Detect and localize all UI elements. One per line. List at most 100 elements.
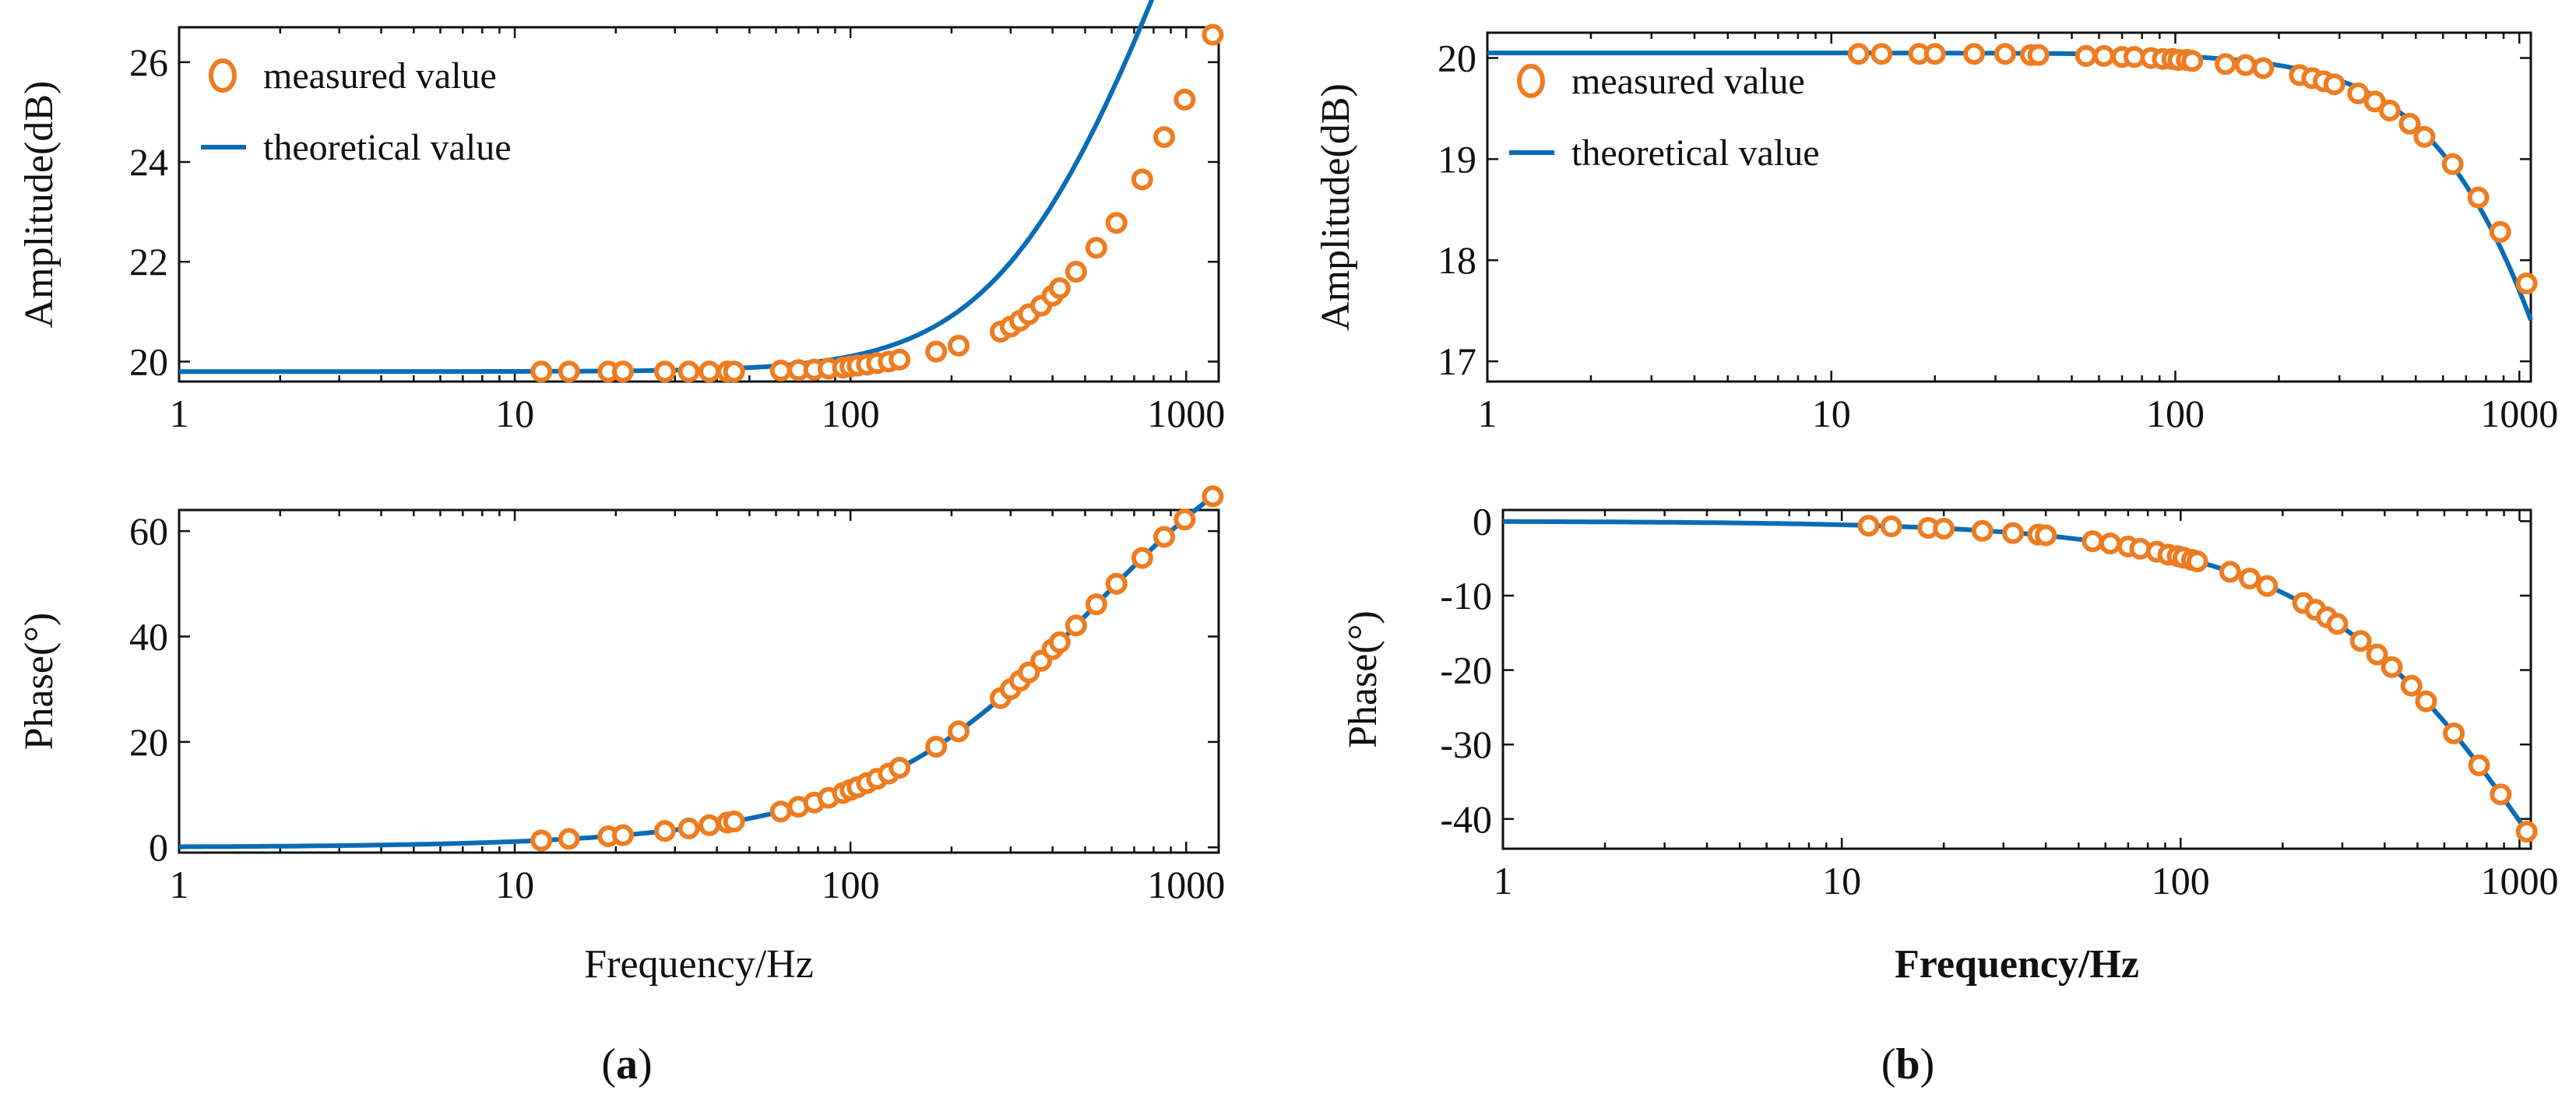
measured-point [653, 820, 676, 842]
measured-point [1065, 614, 1087, 637]
y-axis-label: Amplitude(dB) [17, 81, 62, 329]
y-tick-label: 18 [1438, 238, 1476, 282]
y-tick-label: -20 [1440, 649, 1492, 692]
y-tick-label: -10 [1440, 574, 1492, 617]
measured-point [699, 361, 721, 383]
y-tick-label: 20 [1438, 36, 1476, 79]
measured-point [1202, 23, 1224, 46]
x-tick-label: 100 [822, 392, 880, 435]
x-tick-label: 10 [1812, 392, 1851, 435]
y-tick-label: 40 [129, 614, 168, 658]
x-axis-label: Frequency/Hz [584, 942, 814, 987]
y-axis-label: Phase(°) [1341, 610, 1385, 748]
measured-point [2413, 125, 2436, 148]
measured-point [2349, 630, 2372, 653]
measured-point [723, 361, 745, 383]
measured-point [2467, 186, 2490, 209]
measured-point [2323, 73, 2345, 96]
plot-frame [178, 508, 1220, 854]
measured-point [530, 829, 553, 852]
measured-point [558, 361, 580, 383]
measured-point [2490, 783, 2512, 806]
legend-measured-label: measured value [263, 55, 497, 97]
panel-a-phase-chart: 1 10 100 1000 0 20 40 60 Phase(°) Frequency/Hz [17, 485, 1225, 987]
x-axis-label: Frequency/Hz [1895, 942, 2139, 987]
y-tick-label: 17 [1438, 339, 1476, 383]
measured-point [2001, 522, 2024, 544]
measured-point [2239, 567, 2261, 589]
measured-point [2099, 533, 2121, 555]
y-tick-label: -30 [1440, 723, 1492, 766]
measured-point [2252, 57, 2275, 79]
measured-point [2027, 44, 2050, 66]
measured-point [2443, 722, 2465, 744]
measured-point [1963, 43, 1986, 65]
measured-point [2363, 90, 2386, 113]
measured-point [2181, 50, 2204, 72]
measured-point [2398, 112, 2421, 135]
measured-point [2441, 153, 2464, 175]
measured-point [2082, 530, 2104, 553]
measured-point [530, 361, 553, 383]
panel-b-phase-chart: 1 10 100 1000 0 -10 -20 -30 -40 Phase(°) Frequency… [1341, 499, 2559, 987]
measured-point [653, 361, 676, 383]
legend-measured-marker [209, 58, 237, 93]
x-tick-label: 10 [1822, 859, 1861, 902]
measured-point [2515, 821, 2538, 843]
x-tick-label: 1000 [1147, 863, 1225, 906]
measured-point [1048, 631, 1071, 653]
measured-point [925, 340, 948, 363]
theoretical-curve [179, 490, 1220, 850]
y-tick-label: 20 [129, 339, 168, 383]
measured-point [2234, 54, 2257, 76]
measured-point [1870, 43, 1893, 65]
measured-point [948, 720, 970, 743]
measured-point [611, 361, 634, 383]
measured-point [889, 348, 911, 371]
x-tick-label: 1 [170, 392, 189, 435]
legend-theory-label: theoretical value [263, 127, 512, 168]
measured-point [2415, 690, 2437, 712]
measured-point [2186, 550, 2208, 572]
measured-point [2215, 53, 2237, 76]
plot-frame [1486, 31, 2532, 383]
measured-point [2378, 99, 2401, 121]
y-tick-label: 19 [1438, 137, 1476, 181]
y-tick-label: -40 [1440, 797, 1492, 841]
panel-b-amplitude-chart: 1 10 100 1000 17 18 19 20 Amplitude(dB) measured … [1314, 31, 2558, 435]
measured-point [2035, 524, 2057, 547]
measured-point [1847, 43, 1870, 65]
measured-point [699, 814, 721, 836]
x-tick-label: 10 [495, 392, 534, 435]
measured-point [948, 334, 970, 357]
panel-label-b: (b) [1881, 1040, 1934, 1089]
measured-point [1174, 508, 1196, 531]
measured-point [2468, 754, 2490, 776]
measured-point [677, 361, 700, 383]
measured-point [1153, 125, 1175, 148]
measured-point [889, 757, 911, 779]
measured-point [1131, 547, 1153, 569]
measured-point [769, 800, 792, 823]
y-axis-label: Amplitude(dB) [1314, 83, 1358, 331]
measured-point [1085, 237, 1107, 259]
legend-theory-label: theoretical value [1571, 132, 1820, 174]
measured-point [2515, 273, 2538, 295]
measured-point [1085, 593, 1107, 616]
measured-point [1105, 572, 1128, 595]
x-tick-label: 1 [1478, 392, 1497, 435]
measured-point [1174, 88, 1196, 111]
x-tick-label: 100 [2146, 392, 2205, 435]
measured-point [2326, 613, 2349, 635]
x-tick-label: 1 [170, 863, 189, 906]
legend-measured-label: measured value [1571, 61, 1805, 102]
measured-point [1971, 519, 1994, 542]
measured-point [769, 359, 792, 382]
x-tick-label: 1000 [1147, 392, 1225, 435]
x-tick-label: 100 [2152, 859, 2210, 902]
x-tick-label: 10 [495, 863, 534, 906]
plot-frame [178, 26, 1220, 383]
measured-point [1105, 212, 1128, 234]
measured-point [1880, 515, 1902, 538]
y-tick-label: 0 [1473, 499, 1492, 543]
